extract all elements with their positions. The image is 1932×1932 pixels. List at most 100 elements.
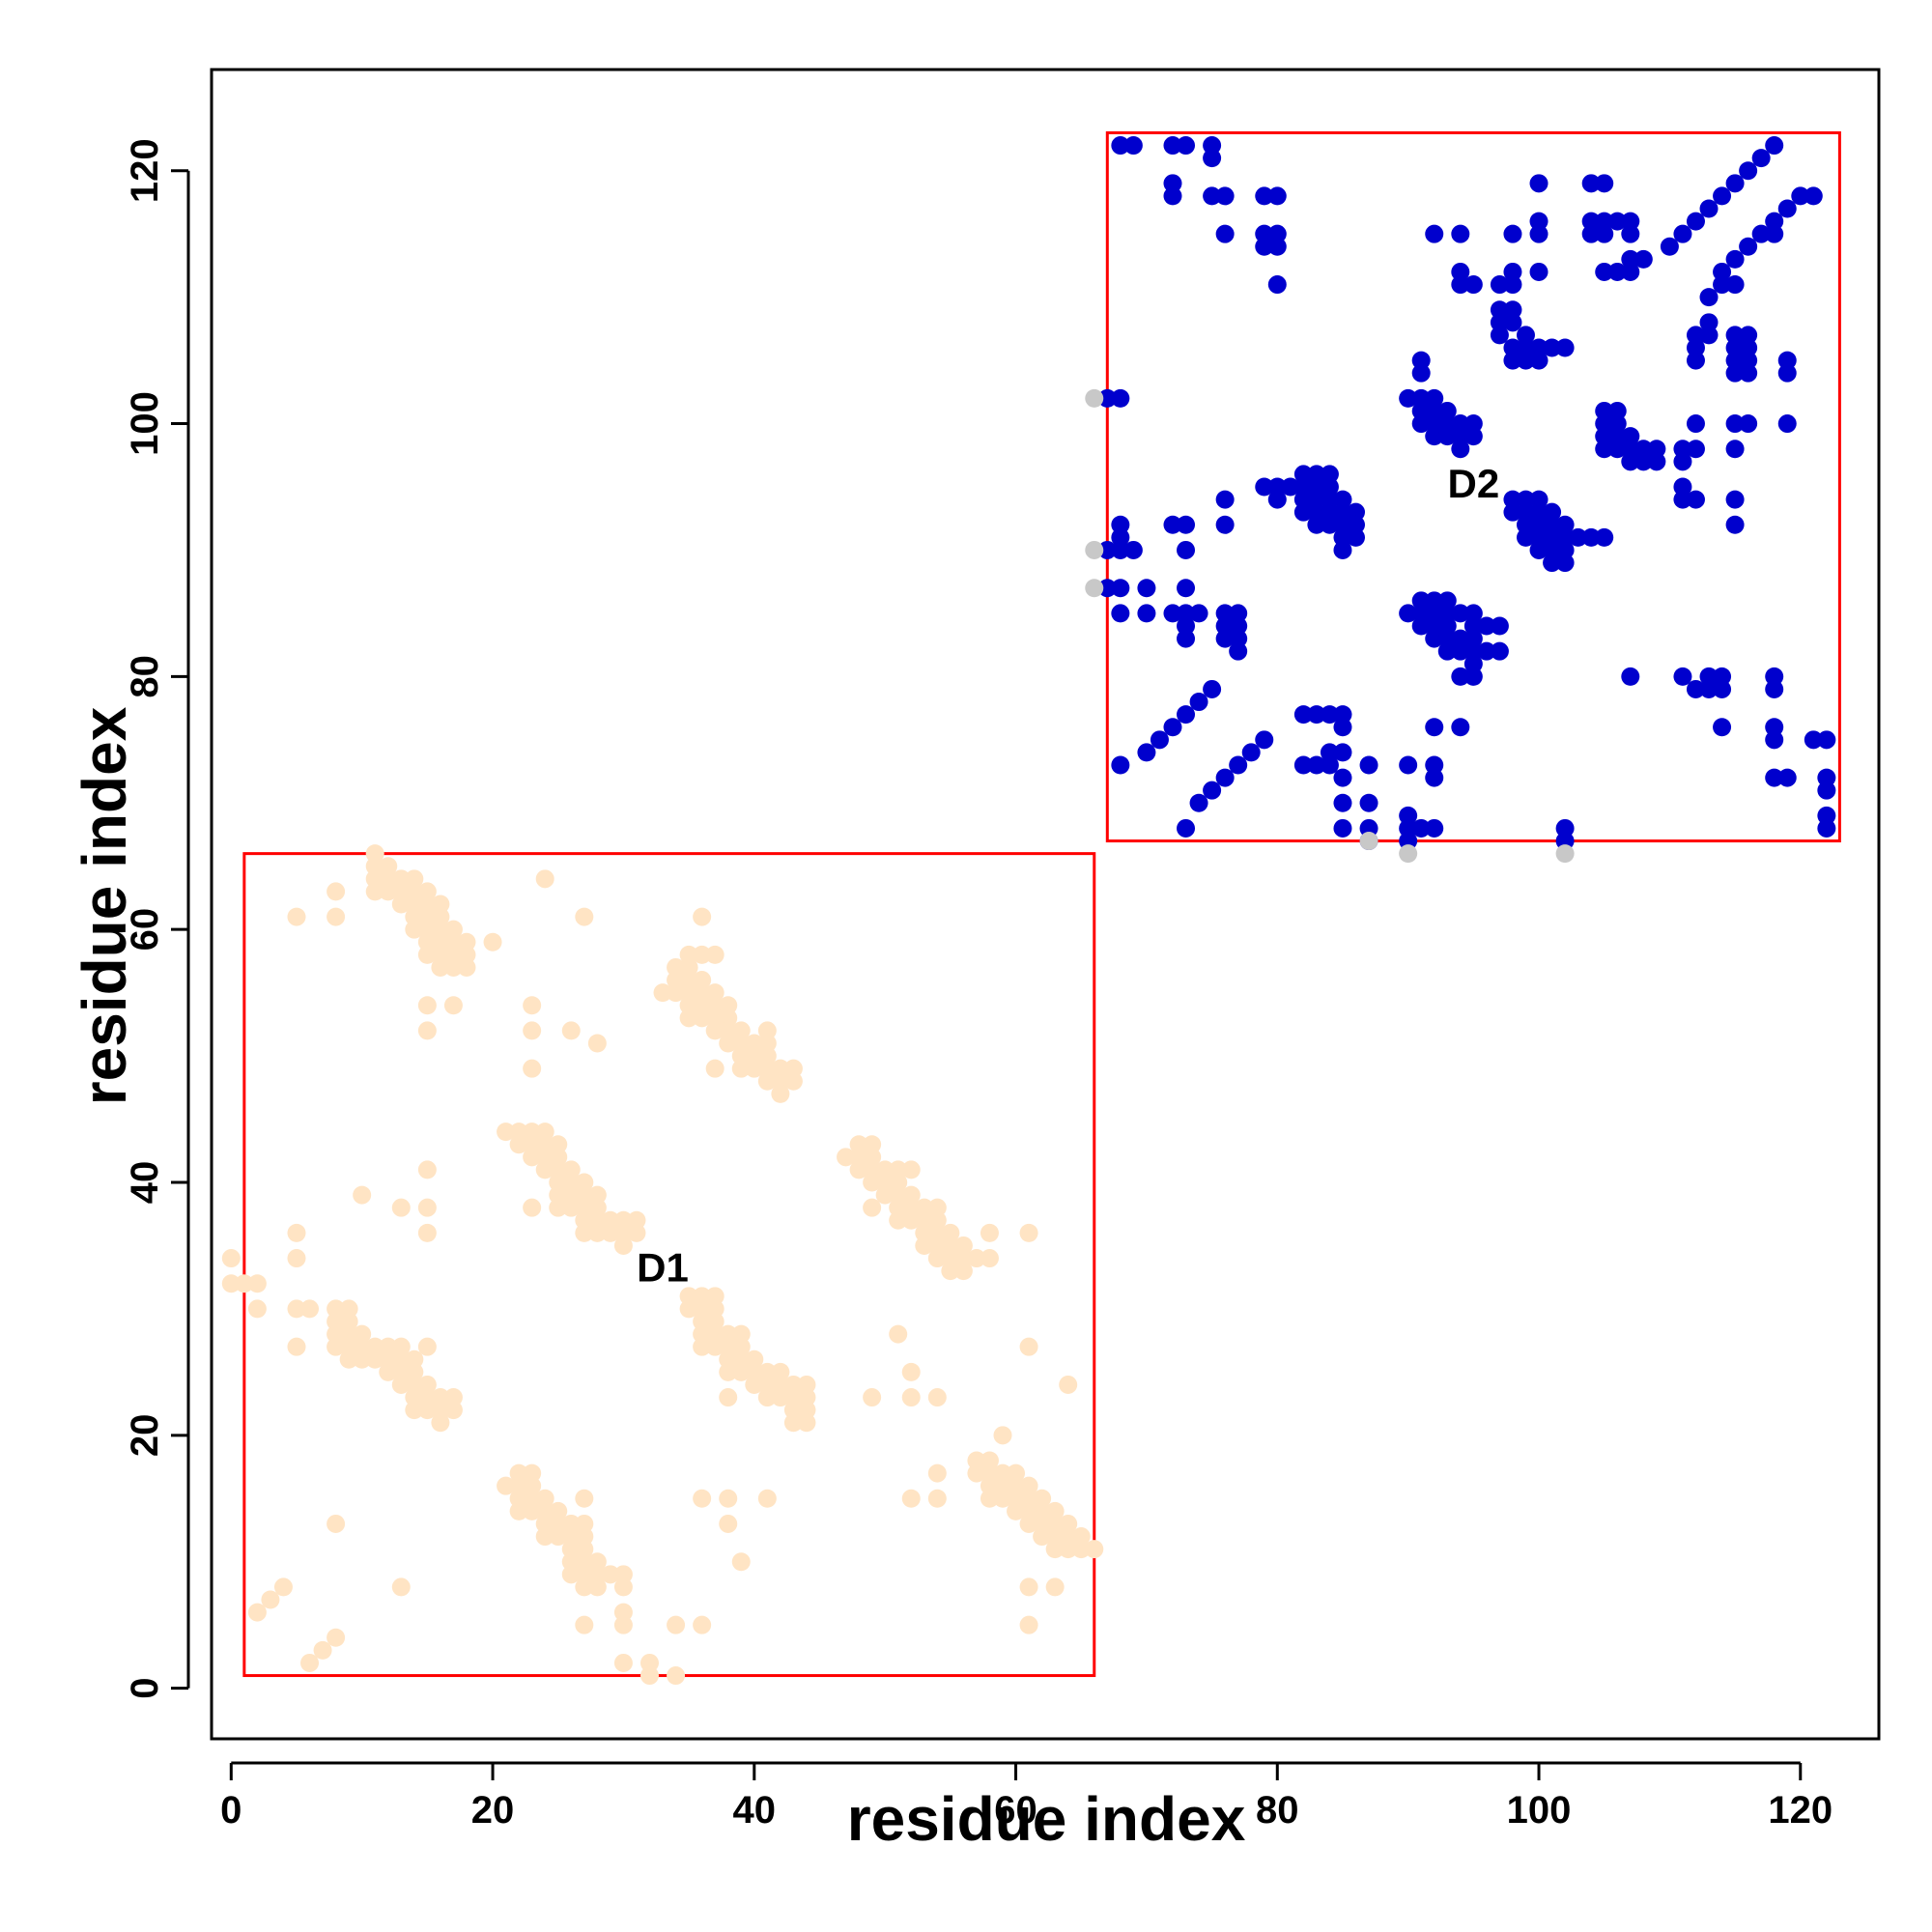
- data-point: [1477, 641, 1496, 661]
- data-point: [575, 1514, 594, 1533]
- data-point: [980, 1463, 999, 1483]
- data-point: [667, 983, 686, 1003]
- data-point: [757, 1375, 777, 1394]
- domain-box-d2: [1105, 130, 1841, 843]
- data-point: [1111, 540, 1130, 559]
- data-point: [391, 869, 411, 889]
- data-point: [1451, 440, 1470, 459]
- data-point: [1229, 755, 1248, 775]
- data-point: [1085, 579, 1104, 598]
- data-point: [705, 1337, 724, 1356]
- data-point: [1215, 490, 1235, 509]
- data-point: [693, 1287, 712, 1306]
- data-point: [1777, 768, 1797, 787]
- data-point: [1399, 832, 1418, 851]
- data-point: [719, 1009, 738, 1028]
- data-point: [443, 996, 463, 1015]
- data-point: [863, 1198, 882, 1217]
- data-point: [693, 1312, 712, 1331]
- data-point: [1765, 730, 1784, 750]
- data-point: [1163, 186, 1182, 206]
- data-point: [731, 1046, 751, 1065]
- data-point: [1529, 224, 1548, 243]
- data-point: [693, 983, 712, 1003]
- data-point: [731, 1059, 751, 1078]
- data-point: [875, 1185, 895, 1205]
- data-point: [613, 1565, 633, 1584]
- data-point: [273, 1577, 293, 1597]
- data-point: [353, 1350, 372, 1369]
- data-point: [1725, 338, 1745, 357]
- data-point: [1725, 490, 1745, 509]
- data-point: [379, 1350, 398, 1369]
- data-point: [1307, 502, 1326, 522]
- data-point: [613, 1577, 633, 1597]
- data-point: [1713, 679, 1732, 698]
- data-point: [705, 1312, 724, 1331]
- data-point: [1163, 718, 1182, 737]
- data-point: [443, 1388, 463, 1407]
- data-point: [1293, 502, 1313, 522]
- data-point: [457, 945, 476, 964]
- scatter-points: [221, 136, 1836, 1686]
- data-point: [927, 1249, 947, 1268]
- data-point: [1804, 186, 1823, 206]
- data-point: [1673, 440, 1692, 459]
- data-point: [1333, 515, 1352, 534]
- data-point: [1255, 237, 1274, 256]
- data-point: [417, 1198, 437, 1217]
- data-point: [431, 895, 450, 914]
- data-point: [849, 1148, 868, 1167]
- series-d2: [1097, 136, 1836, 851]
- data-point: [327, 1312, 346, 1331]
- data-point: [1765, 718, 1784, 737]
- data-point: [679, 996, 698, 1015]
- data-point: [953, 1249, 973, 1268]
- y-tick-label: 80: [124, 655, 166, 698]
- data-point: [993, 1426, 1012, 1445]
- data-point: [667, 1666, 686, 1686]
- data-point: [327, 907, 346, 926]
- data-point: [613, 1236, 633, 1255]
- data-point: [993, 1476, 1012, 1495]
- data-point: [705, 996, 724, 1015]
- data-point: [1111, 515, 1130, 534]
- data-point: [1543, 540, 1562, 559]
- data-point: [1320, 705, 1339, 724]
- data-point: [1033, 1514, 1052, 1533]
- data-point: [575, 1185, 594, 1205]
- data-point: [980, 1451, 999, 1470]
- data-point: [1516, 326, 1535, 345]
- data-point: [1333, 768, 1352, 787]
- data-point: [523, 1021, 542, 1040]
- data-point: [575, 1173, 594, 1192]
- data-point: [731, 1350, 751, 1369]
- data-point: [431, 1401, 450, 1420]
- data-point: [457, 957, 476, 977]
- data-point: [1399, 806, 1418, 825]
- data-point: [1634, 249, 1653, 269]
- data-point: [417, 1160, 437, 1179]
- data-point: [247, 1274, 267, 1293]
- data-point: [1451, 224, 1470, 243]
- data-point: [1347, 502, 1366, 522]
- x-tick-label: 100: [1507, 1789, 1572, 1832]
- data-point: [1686, 326, 1705, 345]
- data-point: [287, 1249, 306, 1268]
- data-point: [927, 1236, 947, 1255]
- data-point: [1150, 730, 1169, 750]
- data-point: [1529, 262, 1548, 281]
- data-point: [1215, 629, 1235, 648]
- data-point: [953, 1262, 973, 1281]
- data-point: [1477, 616, 1496, 636]
- data-point: [1686, 440, 1705, 459]
- data-point: [1045, 1540, 1065, 1559]
- data-point: [771, 1071, 790, 1091]
- data-point: [1725, 414, 1745, 434]
- data-point: [1203, 149, 1222, 168]
- data-point: [1163, 604, 1182, 623]
- data-point: [1359, 818, 1378, 838]
- data-point: [1713, 718, 1732, 737]
- data-point: [1516, 490, 1535, 509]
